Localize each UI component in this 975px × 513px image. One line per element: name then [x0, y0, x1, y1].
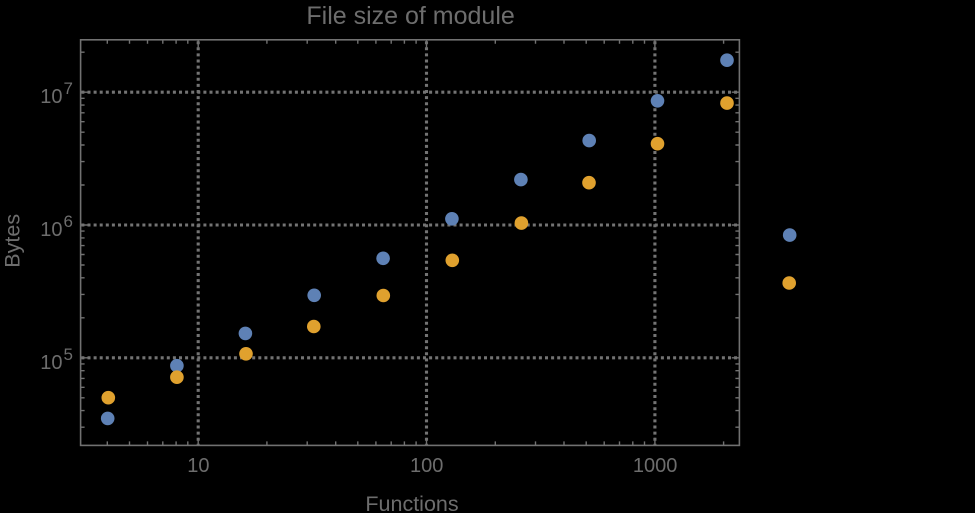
svg-text:Bytes: Bytes — [1, 214, 25, 268]
svg-text:File size of module: File size of module — [306, 2, 514, 30]
svg-text:10: 10 — [187, 455, 209, 477]
svg-text:5: 5 — [64, 345, 73, 364]
svg-text:10: 10 — [40, 219, 62, 241]
svg-text:6: 6 — [64, 212, 73, 231]
svg-text:7: 7 — [64, 79, 73, 98]
svg-text:100: 100 — [410, 455, 443, 477]
svg-text:10: 10 — [40, 352, 62, 374]
svg-text:10: 10 — [40, 86, 62, 108]
svg-text:1000: 1000 — [633, 455, 678, 477]
svg-text:Functions: Functions — [365, 492, 458, 513]
